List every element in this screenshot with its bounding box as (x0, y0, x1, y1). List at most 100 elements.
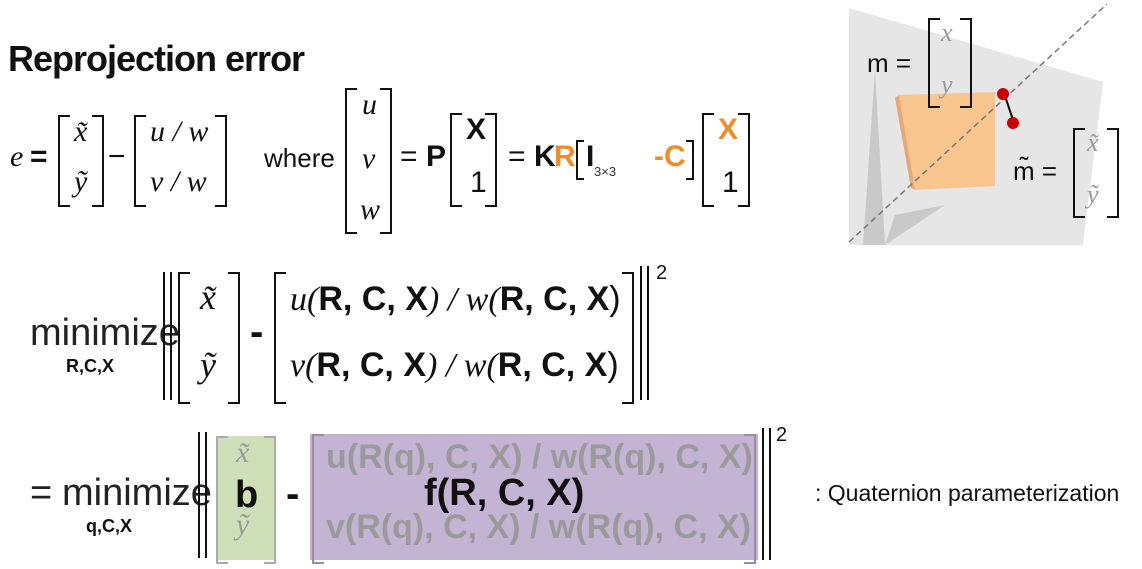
slide-title: Reprojection error (8, 38, 305, 79)
shadow-shape (863, 70, 885, 245)
args: R, C, X (316, 346, 426, 384)
one: 1 (470, 166, 487, 199)
u-symbol: u (362, 88, 377, 121)
close-paren: ) (609, 280, 621, 318)
m-tilde-label: m̃ = (1013, 156, 1058, 186)
x-tilde: x̃ (1087, 128, 1099, 157)
point-m (997, 88, 1009, 100)
bracket-right (738, 113, 750, 207)
e-symbol: e (10, 140, 24, 173)
norm-bar-left (198, 432, 207, 558)
bracket-left (345, 88, 357, 234)
row-u-quat: u(R(q), C, X) / w(R(q), C, X) (326, 438, 753, 476)
y-symbol: y (941, 70, 953, 99)
bracket-left (216, 436, 228, 564)
x-tilde: x̃ (236, 436, 250, 469)
one: 1 (722, 166, 739, 199)
v-symbol: v (362, 142, 376, 175)
bracket-left (274, 272, 286, 404)
w-symbol: w (360, 193, 381, 226)
bracket-left (178, 272, 190, 404)
over-w: ) / w( (427, 281, 500, 318)
close-paren: ) (607, 346, 619, 384)
y-tilde: ỹ (1087, 180, 1099, 209)
equals-sign: = (30, 140, 48, 173)
minus-sign: - (250, 310, 264, 354)
norm-bar-left (163, 272, 172, 400)
v-func: v( (290, 347, 317, 384)
quaternion-note: : Quaternion parameterization (815, 480, 1120, 506)
bracket-right (228, 272, 240, 404)
row-v-quat: v(R(q), C, X) / w(R(q), C, X) (326, 508, 751, 546)
minimize-op: minimize (30, 312, 180, 354)
m-label: m = (867, 48, 912, 78)
cube-side (895, 95, 915, 190)
observation-box (218, 436, 276, 560)
norm-bar-right (762, 428, 771, 560)
minimize-op: minimize (62, 472, 212, 514)
X-point: X (718, 113, 739, 146)
bracket-left (450, 113, 462, 207)
x-tilde: x̃ (74, 115, 88, 148)
cube-front (899, 92, 995, 190)
f-function: f(R, C, X) (424, 472, 585, 514)
bracket-left (702, 113, 714, 207)
x-symbol: x (941, 18, 953, 47)
X-point: X (466, 113, 487, 146)
bracket-right (264, 436, 276, 564)
P-matrix: P (426, 140, 447, 173)
y-tilde: ỹ (74, 165, 88, 198)
K-matrix: K (534, 140, 556, 173)
bracket-right (744, 434, 756, 564)
power-two: 2 (776, 424, 788, 446)
minimize-subscript: R,C,X (66, 356, 115, 376)
shadow-shape (885, 205, 945, 245)
b-vector: b (235, 474, 259, 516)
u-over-w: u / w (150, 115, 209, 148)
projection-ray (848, 3, 1108, 243)
bracket-left (928, 18, 940, 108)
minus-C: -C (654, 140, 686, 173)
bracket-right (485, 113, 497, 207)
where-text: where (264, 143, 335, 173)
equals-sign: = (508, 140, 526, 173)
bracket-right (1107, 128, 1119, 218)
minimize-subscript: q,C,X (86, 516, 133, 536)
bracket-right (622, 272, 634, 404)
bracket-right (960, 18, 972, 108)
bracket-right (215, 115, 227, 207)
camera-diagram: m = x y m̃ = x̃ ỹ (845, 0, 1142, 250)
identity-subscript: 3×3 (594, 164, 617, 179)
point-m-tilde (1007, 117, 1019, 129)
equals-sign: = (400, 140, 418, 173)
R-matrix: R (554, 140, 576, 173)
power-two: 2 (656, 262, 668, 284)
v-over-w: v / w (150, 165, 207, 198)
y-tilde: ỹ (236, 508, 250, 541)
args: R, C, X (497, 346, 608, 384)
bracket-left (58, 115, 70, 207)
diagram-graphic (848, 3, 1108, 245)
args: R, C, X (499, 280, 610, 318)
y-tilde: ỹ (200, 345, 216, 385)
error-arrow (1004, 95, 1014, 121)
row-v-over-w: v(R, C, X) / w(R, C, X) (290, 346, 619, 385)
args: R, C, X (318, 280, 428, 318)
minus-sign: − (108, 140, 126, 173)
bracket-right (686, 140, 694, 180)
u-func: u( (290, 281, 319, 318)
equals-sign: = (30, 472, 53, 514)
bracket-right (92, 115, 104, 207)
bracket-right (380, 88, 392, 234)
x-tilde: x̃ (200, 277, 216, 317)
over-w: ) / w( (426, 347, 498, 384)
bracket-left (1073, 128, 1085, 218)
bracket-left (576, 140, 584, 180)
row-u-over-w: u(R, C, X) / w(R, C, X) (290, 280, 621, 319)
norm-bar-right (640, 266, 649, 400)
bracket-left (134, 115, 146, 207)
bracket-left (312, 434, 324, 564)
identity: I (586, 140, 595, 173)
projection-box (310, 434, 758, 560)
minus-sign: - (286, 472, 300, 516)
